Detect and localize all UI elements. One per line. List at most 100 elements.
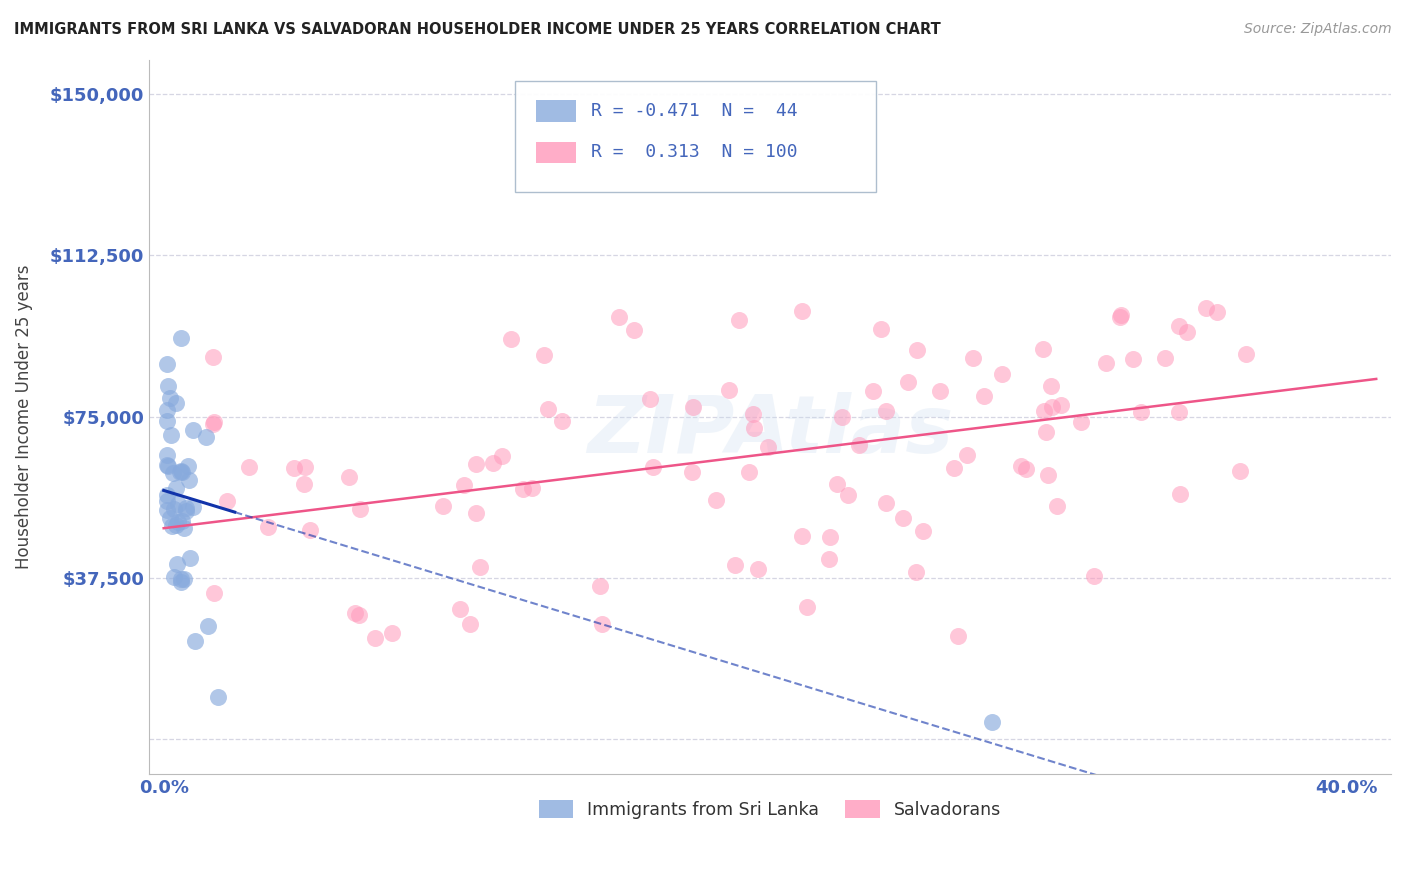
Point — [738, 465, 761, 479]
Point — [201, 351, 224, 365]
Point — [174, 500, 197, 515]
Point — [156, 494, 179, 508]
Point — [962, 351, 984, 366]
Point — [179, 551, 201, 566]
Point — [912, 524, 935, 538]
Point — [156, 458, 179, 473]
Point — [790, 304, 813, 318]
Point — [1040, 379, 1063, 393]
Point — [973, 389, 995, 403]
Point — [159, 428, 181, 442]
Point — [173, 572, 195, 586]
Point — [162, 467, 184, 481]
Point — [862, 384, 884, 399]
Point — [747, 562, 769, 576]
Point — [820, 531, 842, 545]
Point — [166, 558, 188, 572]
Point — [948, 629, 970, 643]
Point — [156, 448, 179, 462]
Point — [202, 417, 225, 431]
Point — [1130, 405, 1153, 419]
Point — [337, 470, 360, 484]
FancyBboxPatch shape — [516, 81, 876, 192]
Point — [943, 460, 966, 475]
Point — [980, 715, 1002, 730]
Point — [704, 492, 727, 507]
Point — [156, 458, 179, 472]
Point — [1083, 569, 1105, 583]
Point — [537, 401, 560, 416]
Point — [166, 515, 188, 529]
Y-axis label: Householder Income Under 25 years: Householder Income Under 25 years — [15, 264, 32, 569]
Point — [682, 401, 704, 415]
Point — [169, 575, 191, 590]
Point — [184, 634, 207, 648]
Point — [163, 502, 186, 516]
Point — [292, 476, 315, 491]
Point — [156, 488, 179, 502]
Point — [363, 631, 385, 645]
Point — [1229, 465, 1251, 479]
Point — [159, 391, 181, 405]
Point — [727, 313, 749, 327]
Point — [551, 414, 574, 428]
Point — [156, 357, 179, 371]
Point — [170, 331, 193, 345]
Point — [159, 511, 181, 525]
Text: Source: ZipAtlas.com: Source: ZipAtlas.com — [1244, 22, 1392, 37]
Text: ZIPAtlas: ZIPAtlas — [586, 392, 953, 470]
Point — [165, 482, 187, 496]
Point — [891, 511, 914, 525]
Point — [294, 459, 316, 474]
Point — [1049, 398, 1071, 412]
Point — [464, 457, 486, 471]
Point — [344, 607, 367, 621]
Point — [756, 440, 779, 454]
Text: R =  0.313  N = 100: R = 0.313 N = 100 — [591, 144, 797, 161]
Point — [183, 500, 205, 514]
Point — [1168, 318, 1191, 333]
Point — [904, 565, 927, 579]
Point — [163, 570, 186, 584]
Point — [1094, 356, 1116, 370]
Point — [1122, 352, 1144, 367]
Point — [512, 483, 534, 497]
Point — [681, 465, 703, 479]
Point — [1035, 425, 1057, 440]
Point — [1032, 343, 1054, 357]
Point — [875, 404, 897, 418]
Point — [905, 343, 928, 357]
Point — [1038, 467, 1060, 482]
Point — [875, 496, 897, 510]
Point — [197, 619, 219, 633]
Point — [848, 438, 870, 452]
Text: IMMIGRANTS FROM SRI LANKA VS SALVADORAN HOUSEHOLDER INCOME UNDER 25 YEARS CORREL: IMMIGRANTS FROM SRI LANKA VS SALVADORAN … — [14, 22, 941, 37]
Point — [176, 503, 198, 517]
Point — [897, 375, 920, 389]
Point — [818, 551, 841, 566]
Point — [1154, 351, 1177, 365]
Point — [470, 559, 492, 574]
Point — [173, 521, 195, 535]
Point — [1033, 404, 1056, 418]
Point — [591, 617, 613, 632]
Point — [1206, 305, 1229, 319]
Point — [157, 379, 180, 393]
Point — [207, 690, 229, 705]
Point — [170, 572, 193, 586]
Point — [607, 310, 630, 324]
Point — [837, 488, 859, 502]
Point — [465, 507, 488, 521]
Point — [298, 524, 321, 538]
Point — [724, 558, 747, 572]
Point — [238, 460, 260, 475]
Point — [499, 332, 522, 346]
Point — [204, 586, 226, 600]
Point — [991, 367, 1014, 381]
Point — [1195, 301, 1218, 315]
Point — [825, 476, 848, 491]
Point — [1010, 459, 1032, 474]
Point — [170, 514, 193, 528]
Point — [869, 322, 891, 336]
Point — [1015, 462, 1038, 476]
